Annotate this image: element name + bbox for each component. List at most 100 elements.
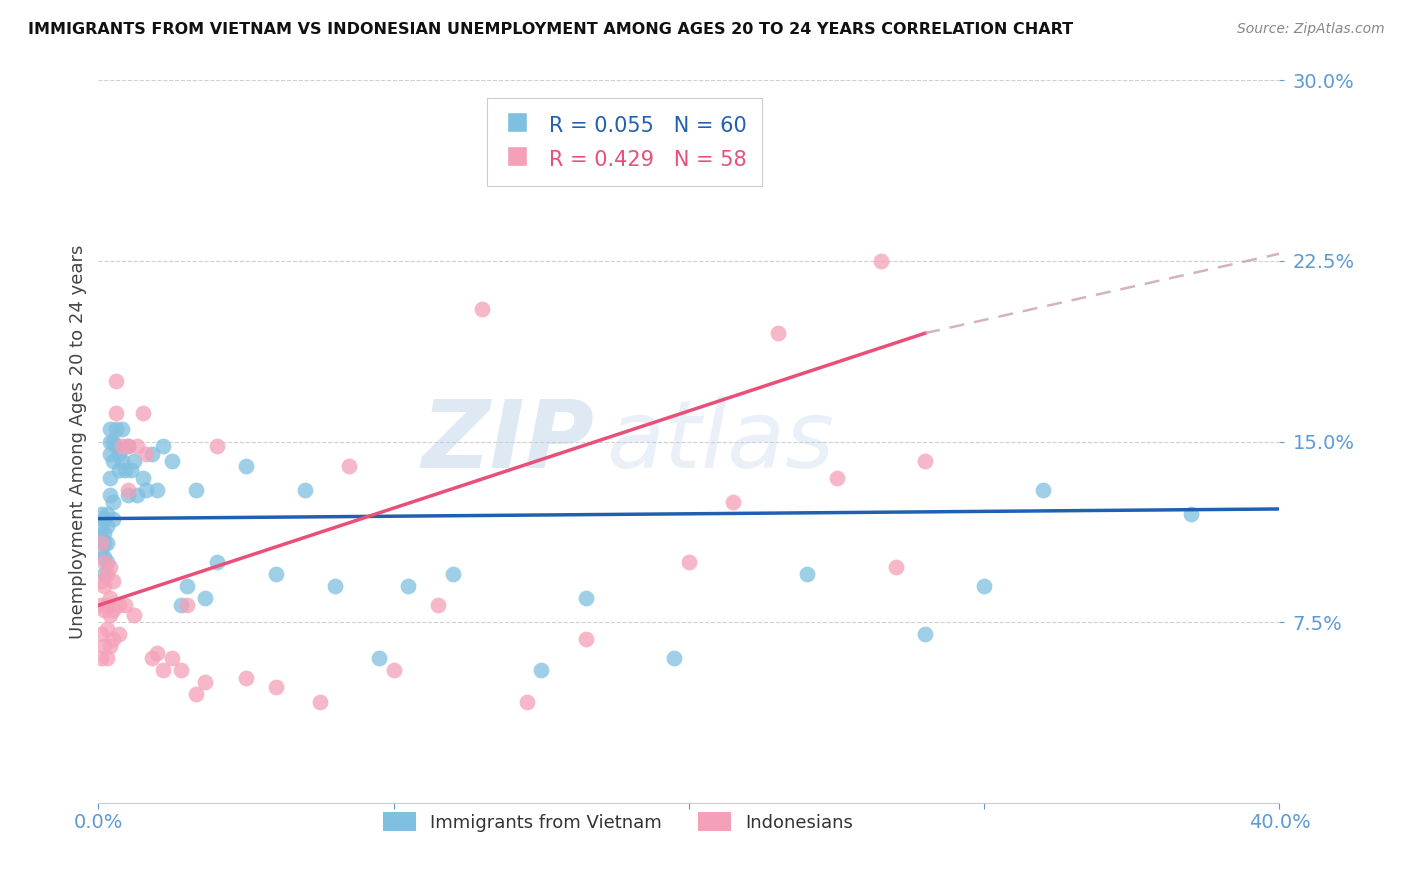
Point	[516, 695, 538, 709]
Point	[96, 567, 118, 582]
Point	[339, 458, 361, 473]
Text: IMMIGRANTS FROM VIETNAM VS INDONESIAN UNEMPLOYMENT AMONG AGES 20 TO 24 YEARS COR: IMMIGRANTS FROM VIETNAM VS INDONESIAN UN…	[28, 22, 1073, 37]
Point	[125, 439, 148, 453]
Point	[205, 555, 228, 569]
Point	[105, 374, 128, 388]
Point	[90, 507, 112, 521]
Point	[235, 671, 257, 685]
Point	[117, 483, 139, 497]
Point	[766, 326, 789, 340]
Point	[96, 599, 118, 613]
Point	[575, 591, 598, 605]
Point	[93, 511, 115, 525]
Point	[117, 439, 139, 453]
Point	[90, 531, 112, 545]
Point	[141, 651, 163, 665]
Point	[98, 446, 121, 460]
Point	[264, 567, 287, 582]
Point	[184, 687, 207, 701]
Point	[90, 599, 112, 613]
Point	[108, 599, 131, 613]
Point	[90, 627, 112, 641]
Point	[441, 567, 464, 582]
Point	[323, 579, 346, 593]
Point	[103, 454, 125, 468]
Point	[114, 599, 136, 613]
Point	[184, 483, 207, 497]
Point	[152, 439, 174, 453]
Point	[98, 434, 121, 449]
Point	[103, 632, 125, 646]
Point	[884, 559, 907, 574]
Point	[111, 454, 134, 468]
Point	[162, 651, 183, 665]
Point	[294, 483, 316, 497]
Y-axis label: Unemployment Among Ages 20 to 24 years: Unemployment Among Ages 20 to 24 years	[69, 244, 87, 639]
Point	[973, 579, 995, 593]
Point	[96, 507, 118, 521]
Point	[914, 454, 936, 468]
Point	[120, 463, 142, 477]
Point	[117, 439, 139, 453]
Point	[664, 651, 686, 665]
Point	[93, 555, 115, 569]
Point	[530, 664, 553, 678]
Point	[205, 439, 228, 453]
Point	[1180, 507, 1202, 521]
Point	[170, 599, 193, 613]
Point	[132, 470, 155, 484]
Point	[96, 651, 118, 665]
Point	[103, 494, 125, 508]
Point	[398, 579, 420, 593]
Point	[93, 535, 115, 549]
Point	[152, 664, 174, 678]
Point	[108, 463, 131, 477]
Point	[194, 675, 217, 690]
Point	[122, 607, 145, 622]
Point	[90, 535, 112, 549]
Point	[103, 574, 125, 589]
Point	[146, 647, 169, 661]
Point	[96, 535, 118, 549]
Point	[114, 463, 136, 477]
Point	[93, 579, 115, 593]
Point	[98, 470, 121, 484]
Point	[93, 550, 115, 565]
Point	[309, 695, 332, 709]
Point	[427, 599, 450, 613]
Point	[605, 117, 627, 131]
Point	[90, 542, 112, 557]
Point	[108, 627, 131, 641]
Point	[111, 439, 134, 453]
Point	[93, 639, 115, 653]
Point	[575, 632, 598, 646]
Point	[176, 579, 198, 593]
Text: Source: ZipAtlas.com: Source: ZipAtlas.com	[1237, 22, 1385, 37]
Point	[105, 422, 128, 436]
Point	[125, 487, 148, 501]
Point	[90, 574, 112, 589]
Point	[382, 664, 405, 678]
Point	[368, 651, 391, 665]
Point	[122, 454, 145, 468]
Point	[90, 518, 112, 533]
Point	[93, 526, 115, 541]
Point	[103, 434, 125, 449]
Point	[796, 567, 818, 582]
Point	[90, 651, 112, 665]
Point	[135, 446, 157, 460]
Point	[135, 483, 157, 497]
Point	[141, 446, 163, 460]
Text: ZIP: ZIP	[422, 395, 595, 488]
Point	[93, 567, 115, 582]
Point	[93, 603, 115, 617]
Point	[132, 406, 155, 420]
Point	[176, 599, 198, 613]
Point	[471, 301, 494, 317]
Point	[723, 494, 745, 508]
Point	[235, 458, 257, 473]
Point	[96, 518, 118, 533]
Text: atlas: atlas	[606, 396, 835, 487]
Point	[678, 555, 700, 569]
Point	[870, 253, 893, 268]
